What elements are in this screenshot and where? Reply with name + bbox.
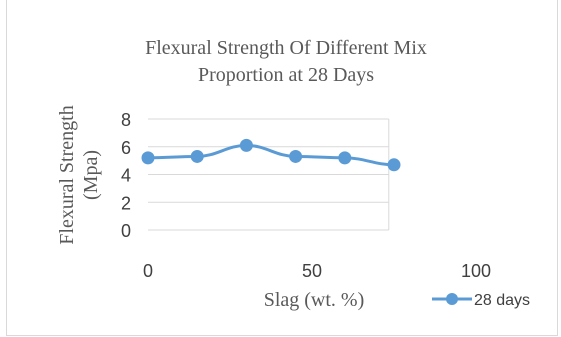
data-point-45 bbox=[289, 149, 303, 163]
y-tick-0: 0 bbox=[121, 221, 131, 241]
x-tick-50: 50 bbox=[302, 261, 322, 281]
legend: 28 days bbox=[432, 292, 530, 309]
x-axis-label: Slag (wt. %) bbox=[264, 289, 365, 311]
legend-marker bbox=[446, 293, 458, 305]
y-axis-label-line-1: Flexural Strength bbox=[56, 105, 78, 244]
chart-title-line-2: Proportion at 28 Days bbox=[198, 64, 374, 86]
y-axis-label-line-2: (Mpa) bbox=[80, 150, 102, 200]
series-line-0 bbox=[147, 143, 395, 167]
data-point-60 bbox=[338, 151, 352, 165]
y-tick-labels: 0 2 4 6 8 bbox=[121, 110, 131, 241]
chart-frame bbox=[6, 0, 558, 336]
data-point-15 bbox=[190, 149, 204, 163]
data-point-75 bbox=[387, 158, 401, 172]
legend-label: 28 days bbox=[474, 292, 530, 309]
data-point-0 bbox=[141, 151, 155, 165]
y-tick-8: 8 bbox=[121, 110, 131, 130]
gridlines bbox=[148, 118, 390, 231]
chart-title-line-1: Flexural Strength Of Different Mix bbox=[145, 37, 427, 59]
data-point-30 bbox=[239, 138, 253, 152]
x-tick-0: 0 bbox=[143, 261, 153, 281]
x-tick-labels: 0 50 100 bbox=[143, 261, 491, 281]
plot-area bbox=[141, 138, 401, 172]
x-tick-100: 100 bbox=[461, 261, 491, 281]
y-tick-6: 6 bbox=[121, 138, 131, 158]
y-tick-4: 4 bbox=[121, 166, 131, 186]
y-tick-2: 2 bbox=[121, 193, 131, 213]
